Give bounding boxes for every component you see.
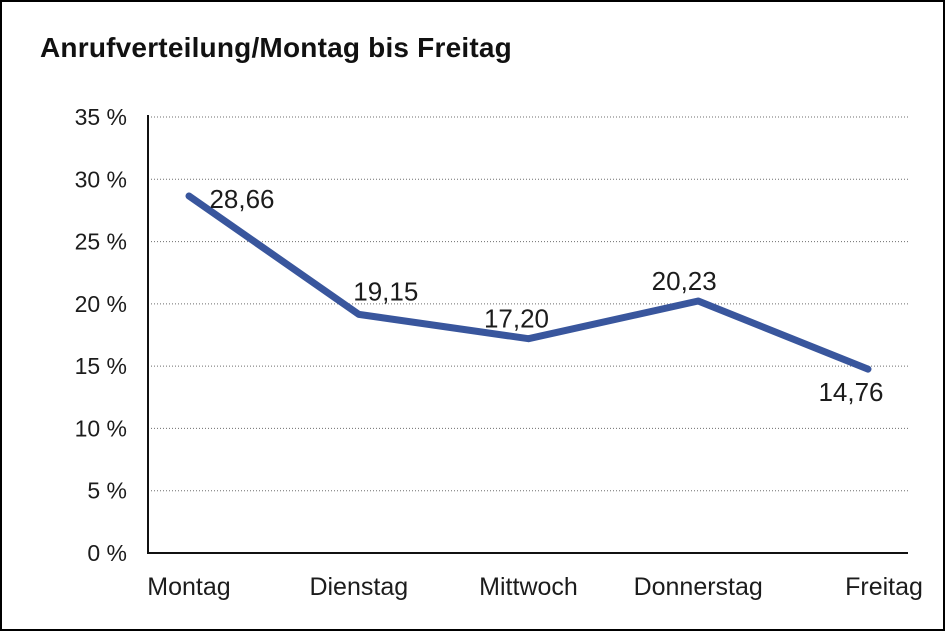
y-axis-tick-label: 15 % xyxy=(75,353,127,379)
x-axis-tick-label: Mittwoch xyxy=(479,573,578,601)
x-axis-tick-label: Donnerstag xyxy=(634,573,763,601)
y-axis-tick-label: 30 % xyxy=(75,166,127,192)
x-axis-tick-label: Montag xyxy=(147,573,230,601)
data-series-line xyxy=(185,192,872,373)
data-point-label: 17,20 xyxy=(484,304,549,334)
data-point-label: 14,76 xyxy=(818,377,883,407)
y-axis-tick-label: 5 % xyxy=(87,478,127,504)
data-point-label: 28,66 xyxy=(209,184,274,214)
y-axis-tick-label: 25 % xyxy=(75,229,127,255)
y-axis-tick-label: 0 % xyxy=(87,540,127,566)
x-axis-tick-label: Dienstag xyxy=(309,573,408,601)
y-axis-tick-label: 35 % xyxy=(75,104,127,130)
x-axis-tick-label: Freitag xyxy=(845,573,923,601)
y-axis-tick-label: 10 % xyxy=(75,415,127,441)
chart-title: Anrufverteilung/Montag bis Freitag xyxy=(40,32,512,63)
y-axis-tick-label: 20 % xyxy=(75,291,127,317)
data-point-label: 20,23 xyxy=(652,266,717,296)
data-point-label: 19,15 xyxy=(353,276,418,306)
